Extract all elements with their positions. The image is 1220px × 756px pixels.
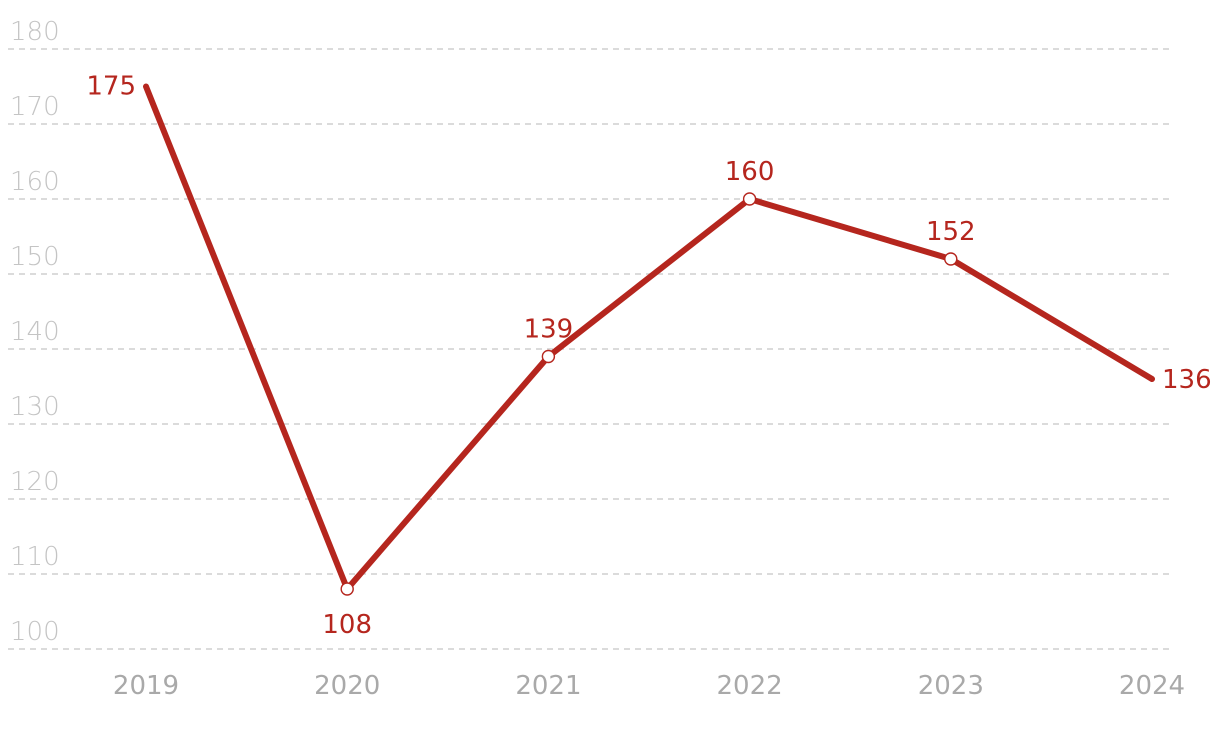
data-label-2024: 136 <box>1162 365 1212 395</box>
data-label-2019: 175 <box>86 72 136 102</box>
y-tick-label-100: 100 <box>10 617 60 647</box>
data-label-2021: 139 <box>524 315 574 345</box>
y-tick-label-150: 150 <box>10 242 60 272</box>
y-tick-label-180: 180 <box>10 17 60 47</box>
x-tick-label-2022: 2022 <box>717 671 783 701</box>
x-axis-ticks: 2019 2020 2021 2022 2023 2024 <box>113 671 1185 701</box>
x-tick-label-2019: 2019 <box>113 671 179 701</box>
data-label-2020: 108 <box>322 610 372 640</box>
y-tick-label-130: 130 <box>10 392 60 422</box>
x-tick-label-2024: 2024 <box>1119 671 1185 701</box>
series-line-0 <box>143 83 1155 592</box>
series-layer <box>143 83 1155 596</box>
y-tick-label-110: 110 <box>10 542 60 572</box>
y-axis-ticks: 100 110 120 130 140 150 160 170 180 <box>10 17 60 647</box>
y-tick-label-120: 120 <box>10 467 60 497</box>
y-tick-label-160: 160 <box>10 167 60 197</box>
data-point-2021 <box>541 349 556 364</box>
data-point-2023 <box>944 252 958 266</box>
data-label-layer: 175 108 139 160 152 136 <box>86 72 1211 641</box>
x-tick-label-2020: 2020 <box>314 671 380 701</box>
x-tick-label-2023: 2023 <box>918 671 984 701</box>
data-label-2022: 160 <box>725 157 775 187</box>
y-tick-label-140: 140 <box>10 317 60 347</box>
data-point-2020 <box>340 582 354 596</box>
x-tick-label-2021: 2021 <box>515 671 581 701</box>
data-point-2022 <box>742 192 757 206</box>
grid-layer <box>8 48 1170 650</box>
y-tick-label-170: 170 <box>10 92 60 122</box>
data-label-2023: 152 <box>926 217 976 247</box>
